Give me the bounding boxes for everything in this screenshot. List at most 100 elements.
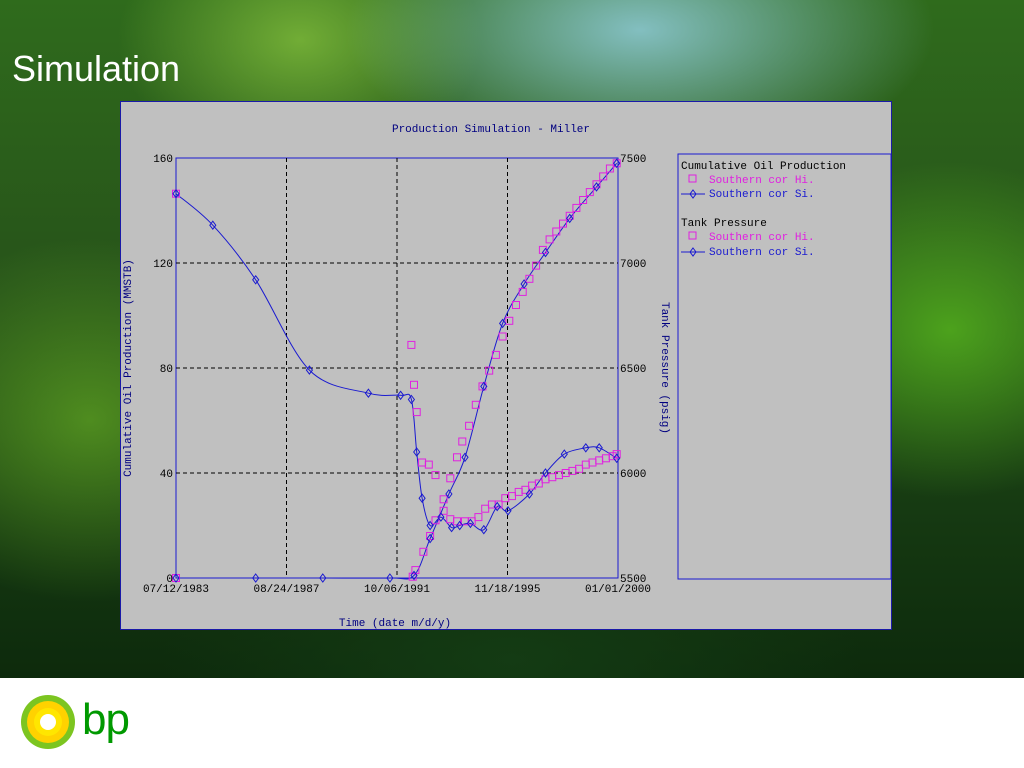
pressure-si-point [252,274,260,285]
legend-entry: Southern cor Hi. [709,232,815,244]
series-curves [175,162,618,580]
legend: Cumulative Oil Production Southern cor H… [677,153,891,580]
bp-logo-text: bp [82,695,130,744]
x-tick-label: 01/01/2000 [585,584,651,596]
production-si-point [541,247,550,258]
production-si-point [498,318,507,329]
production-hi-point [485,366,494,375]
production-si-point [445,489,453,499]
chart-title: Production Simulation - Miller [392,124,590,136]
production-si-point [592,182,601,192]
pressure-hi-point [467,517,476,526]
legend-diamond-marker [689,247,697,257]
production-hi-point [565,211,574,220]
production-hi-point [491,350,500,359]
y-right-tick-label: 7500 [620,154,646,166]
legend-entry: Southern cor Hi. [709,175,815,187]
production-hi-point [446,474,455,483]
pressure-si-point [595,442,603,453]
pressure-si-point [456,520,464,531]
grid-lines [176,158,618,578]
production-hi-point [559,219,567,228]
pressure-si-point [560,449,568,459]
series-markers [172,158,621,583]
y-left-tick-label: 40 [160,469,173,481]
y-left-tick-label: 80 [160,364,173,376]
production-hi-point [419,547,428,556]
pressure-hi-point [410,380,418,389]
pressure-si-point [493,501,501,512]
y-left-tick-label: 0 [166,574,173,586]
y-right-tick-label: 6500 [620,364,646,376]
x-tick-label: 07/12/1983 [143,584,209,596]
axis-ticks: 07/12/1983 08/24/1987 10/06/1991 11/18/1995… [143,154,651,596]
production-hi-point [518,287,527,296]
pressure-hi-point [481,504,490,513]
x-axis-label: Time (date m/d/y) [339,618,451,629]
pressure-hi-point [601,454,610,463]
pressure-hi-point [431,471,440,480]
legend-box [677,153,891,580]
production-hi-point [498,332,507,341]
pressure-si-point [413,447,421,457]
pressure-si-point [466,518,475,529]
pressure-hi-point [575,464,584,473]
production-si-point [386,573,394,583]
pressure-si-point [525,489,534,499]
chart: Production Simulation - Miller 07/12/198… [123,124,891,629]
production-si-point [426,533,434,544]
production-hi-point [599,172,608,181]
pressure-si-point [480,524,488,535]
pressure-si-point [426,520,434,531]
pressure-hi-point [548,473,557,482]
slide-title: Simulation [12,48,181,89]
pressure-si-point [541,468,550,478]
production-si-point [480,381,488,392]
production-series-si-line [175,162,618,580]
production-hi-point [579,196,588,204]
pressure-si-point [418,493,426,504]
legend-group-heading: Tank Pressure [681,218,767,230]
pressure-hi-point [446,515,455,524]
bp-helios-logo-icon [21,695,75,749]
pressure-hi-point [424,460,433,469]
pressure-si-point [172,188,180,199]
legend-entry: Southern cor Si. [709,189,815,201]
y-axis-label-right: Tank Pressure (psig) [658,302,670,434]
production-hi-point [545,235,554,244]
production-hi-point [585,188,594,197]
pressure-hi-point [514,487,523,496]
y-left-tick-label: 160 [153,154,173,166]
pressure-si-point [582,442,590,453]
pressure-hi-point [474,513,483,522]
legend-diamond-marker [689,189,697,199]
pressure-si-point [396,390,405,401]
production-hi-point [465,421,474,430]
x-tick-label: 08/24/1987 [253,584,319,596]
production-hi-point [592,180,601,189]
production-si-point [410,570,418,581]
production-hi-point [532,261,541,270]
production-hi-point [439,495,448,504]
production-hi-point [525,274,534,283]
legend-group-heading: Cumulative Oil Production [681,161,846,173]
pressure-hi-point [534,479,543,488]
production-hi-point [512,301,520,309]
pressure-series-si-line [175,193,617,531]
pressure-si-point [504,505,512,516]
production-hi-point [605,164,614,173]
y-axis-label-left: Cumulative Oil Production (MMSTB) [123,259,135,477]
y-right-tick-label: 6000 [620,469,646,481]
production-si-point [520,279,528,289]
production-si-point [252,573,260,583]
production-hi-point [505,316,514,325]
pressure-hi-point [521,485,530,494]
pressure-hi-point [612,450,621,459]
y-right-tick-label: 7000 [620,259,646,271]
pressure-si-point [305,365,314,375]
pressure-hi-point [588,458,597,467]
legend-square-marker [688,231,697,240]
production-si-point [613,158,621,169]
pressure-hi-point [608,452,617,461]
pressure-si-point [447,522,456,533]
